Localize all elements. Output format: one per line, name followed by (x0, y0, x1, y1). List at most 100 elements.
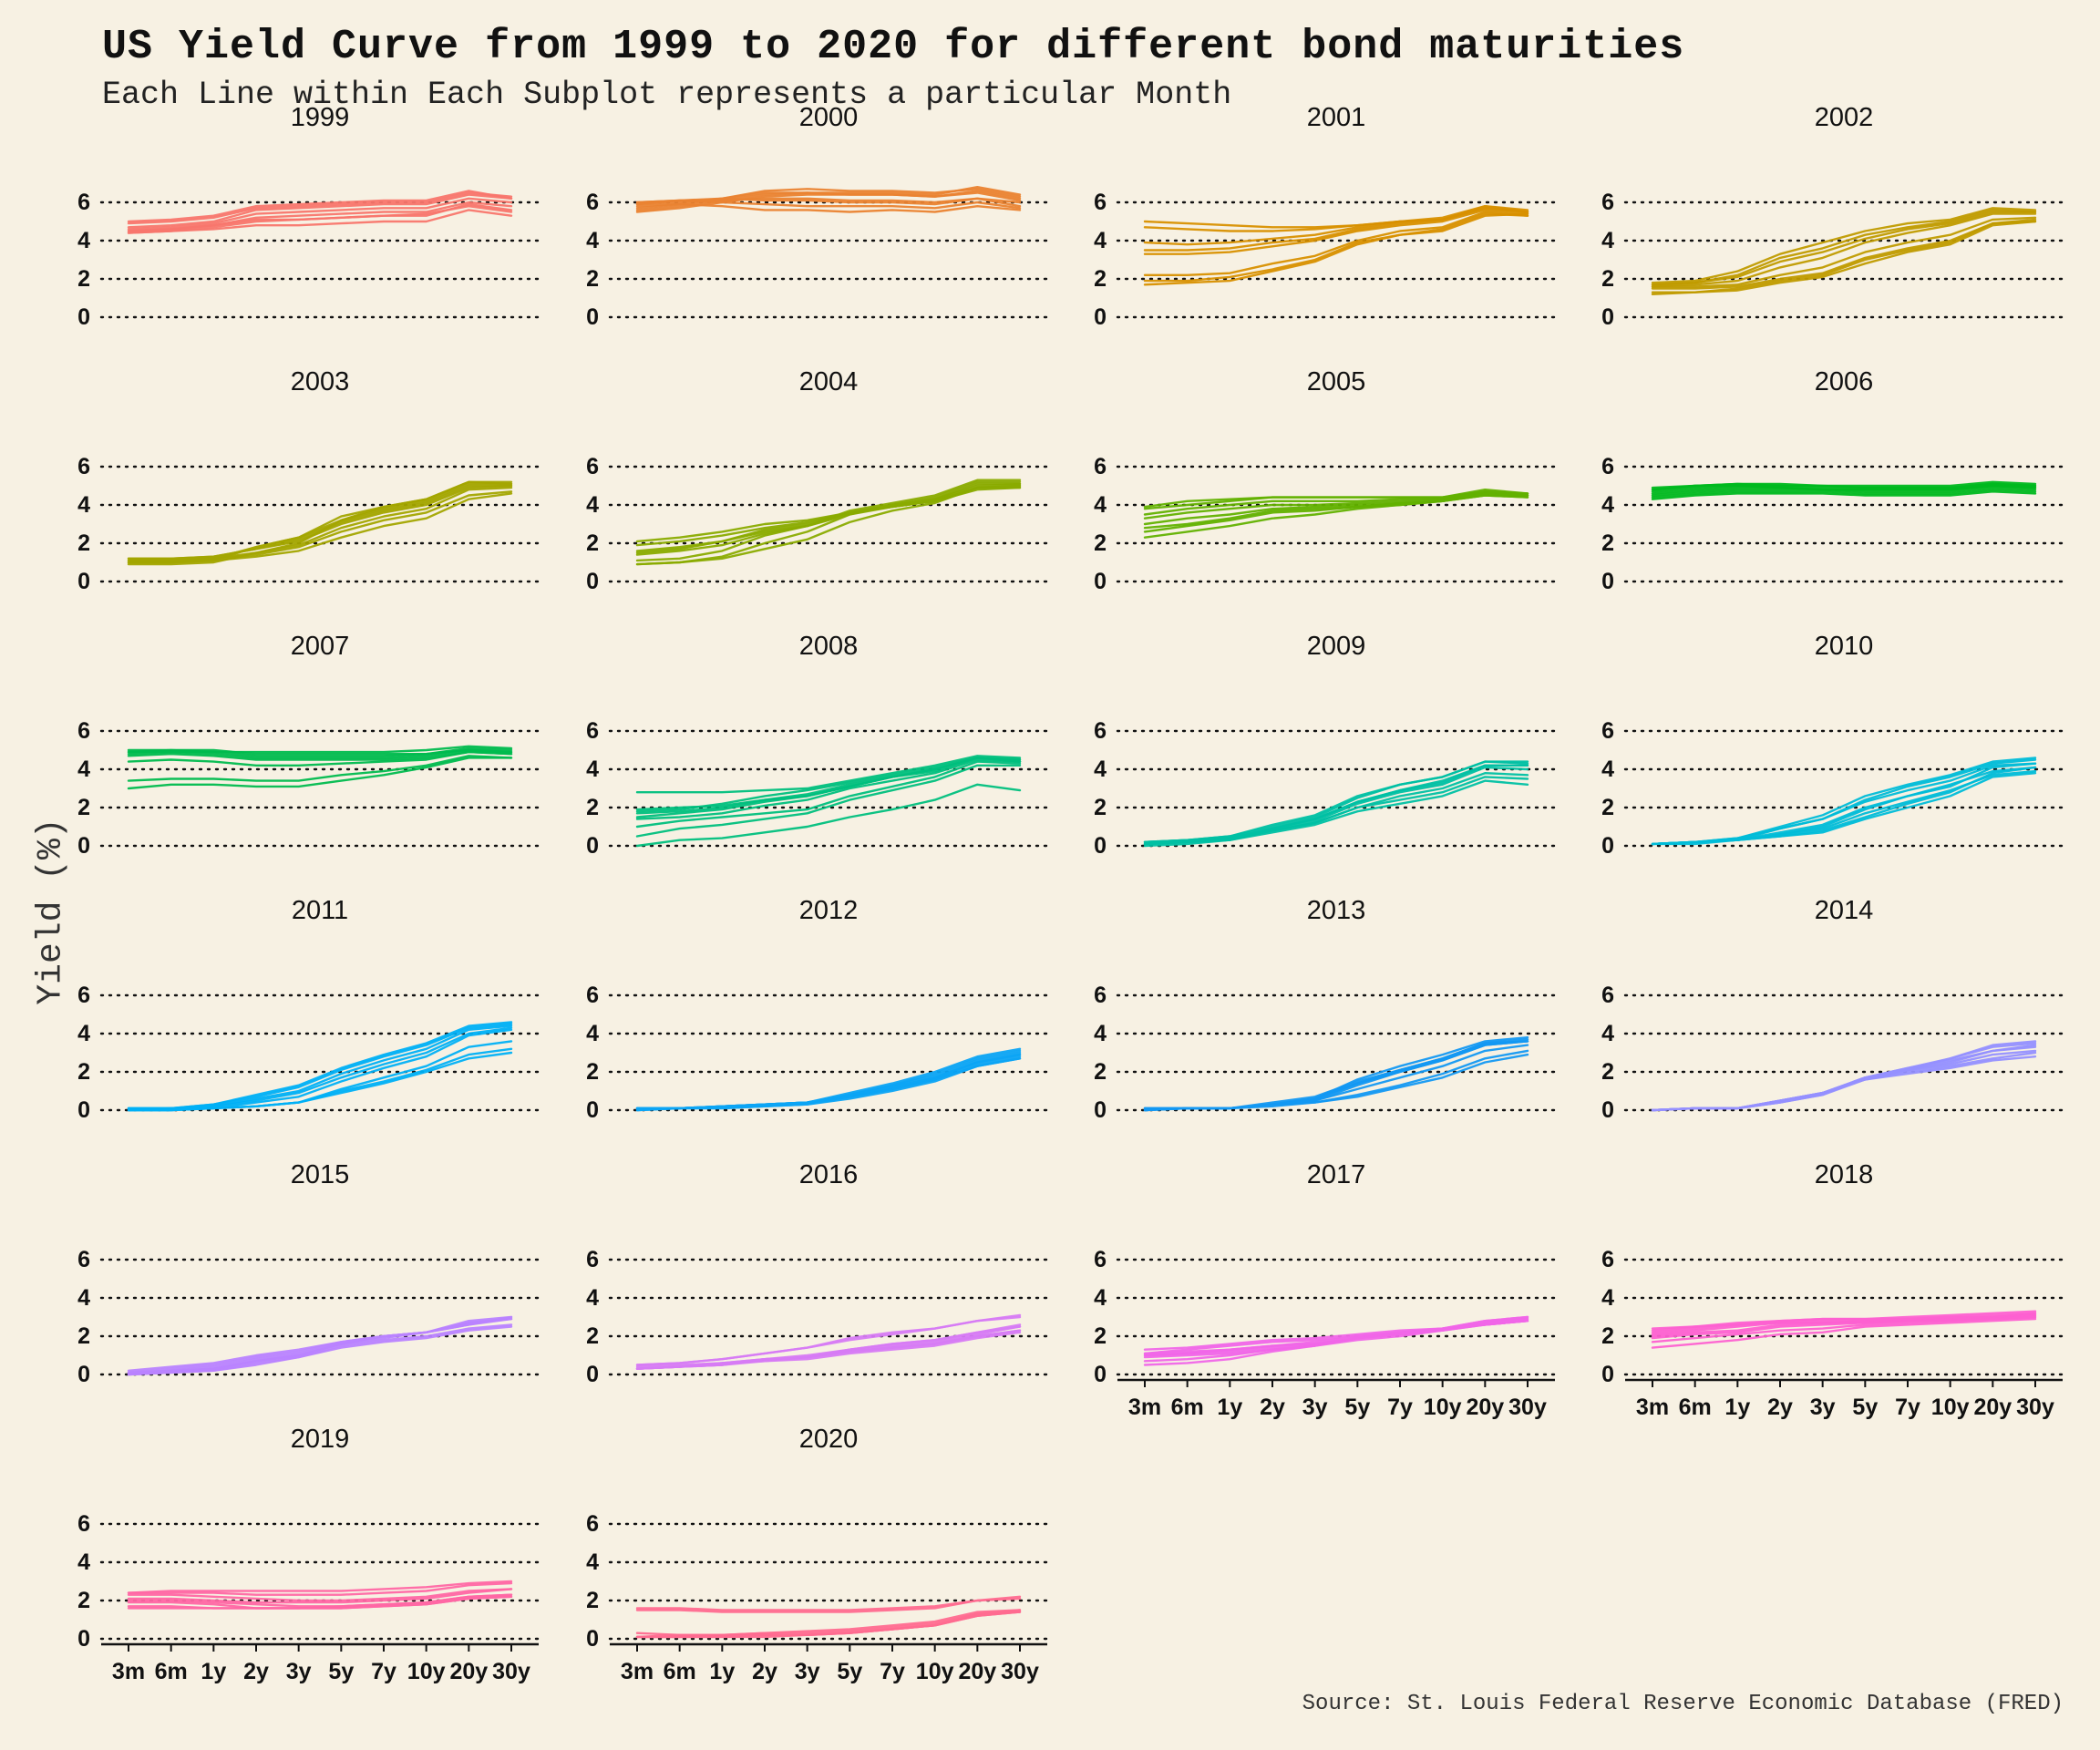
series-line (127, 1047, 513, 1112)
series-line (635, 480, 1022, 566)
y-tick-label: 6 (1094, 454, 1107, 479)
x-tick-label: 5y (837, 1659, 862, 1684)
y-tick-label: 6 (1601, 983, 1614, 1008)
y-tick-label: 2 (77, 530, 90, 556)
facet-title: 2004 (799, 367, 859, 396)
y-tick-label: 6 (1094, 190, 1107, 215)
series-line (127, 1588, 513, 1604)
series-line (127, 745, 513, 754)
x-tick-label: 20y (1973, 1395, 2012, 1420)
y-tick-label: 6 (1601, 190, 1614, 215)
series-line (1143, 760, 1529, 843)
facet-title: 2020 (799, 1425, 859, 1454)
chart-title: US Yield Curve from 1999 to 2020 for dif… (102, 24, 1685, 70)
x-tick-label: 6m (155, 1659, 188, 1684)
y-tick-label: 0 (77, 1362, 90, 1387)
y-tick-label: 2 (1601, 795, 1614, 820)
series-line (127, 1581, 513, 1596)
series-line (635, 486, 1022, 543)
x-tick-label: 1y (709, 1659, 735, 1684)
series-line (1143, 494, 1529, 526)
y-tick-label: 4 (586, 1549, 599, 1575)
x-tick-label: 2y (752, 1659, 777, 1684)
y-tick-label: 0 (586, 833, 599, 859)
y-tick-label: 2 (1094, 530, 1107, 556)
y-tick-label: 4 (77, 1549, 90, 1575)
x-tick-label: 5y (1344, 1395, 1370, 1420)
series-line (635, 1053, 1022, 1112)
series-line (1651, 758, 2037, 846)
facet-panel-2011: 2011 0 2 4 6 (77, 896, 540, 1123)
y-tick-label: 6 (586, 983, 599, 1008)
y-tick-label: 6 (1601, 718, 1614, 744)
y-tick-label: 4 (77, 228, 90, 253)
y-tick-label: 4 (77, 757, 90, 782)
x-tick-label: 2y (1767, 1395, 1793, 1420)
y-tick-label: 4 (586, 757, 599, 782)
series-line (127, 486, 513, 562)
y-tick-label: 6 (1601, 1247, 1614, 1272)
y-tick-label: 0 (1094, 1362, 1107, 1387)
y-tick-label: 4 (1094, 1285, 1107, 1311)
y-tick-label: 6 (77, 1511, 90, 1537)
series-line (1651, 1317, 2037, 1349)
facet-title: 2006 (1815, 367, 1874, 396)
series-line (1651, 207, 2037, 284)
series-line (127, 190, 513, 223)
series-line (635, 185, 1022, 211)
series-line (635, 1313, 1022, 1366)
series-line (1143, 212, 1529, 283)
x-tick-label: 3m (112, 1659, 145, 1684)
y-tick-label: 6 (1601, 454, 1614, 479)
y-tick-label: 0 (77, 1626, 90, 1652)
y-tick-label: 4 (586, 492, 599, 518)
series-line (635, 758, 1022, 820)
y-tick-label: 0 (1094, 1097, 1107, 1123)
x-tick-label: 10y (916, 1659, 954, 1684)
series-line (635, 757, 1022, 818)
y-tick-label: 2 (1601, 266, 1614, 292)
series-line (1651, 212, 2037, 288)
x-tick-label: 3m (1128, 1395, 1161, 1420)
series-line (1651, 490, 2037, 500)
x-tick-label: 30y (492, 1659, 530, 1684)
series-line (1143, 766, 1529, 848)
facet-panel-2013: 2013 0 2 4 6 (1094, 896, 1557, 1123)
x-tick-label: 20y (449, 1659, 488, 1684)
facet-panel-2020: 2020 0 2 4 6 3m 6m 1y 2y 3y 5y 7y 10y 20y 30y (586, 1425, 1049, 1684)
facet-panel-2000: 2000 0 2 4 6 (586, 103, 1049, 330)
y-tick-label: 0 (586, 1626, 599, 1652)
y-tick-label: 4 (1601, 1021, 1614, 1046)
y-tick-label: 2 (1094, 795, 1107, 820)
y-tick-label: 0 (586, 1362, 599, 1387)
series-line (1651, 209, 2037, 286)
y-tick-label: 4 (1094, 1021, 1107, 1046)
x-tick-label: 20y (1466, 1395, 1504, 1420)
facet-title: 2011 (292, 896, 348, 925)
series-line (635, 202, 1022, 213)
series-line (635, 760, 1022, 829)
y-tick-label: 2 (586, 530, 599, 556)
x-tick-label: 10y (407, 1659, 446, 1684)
y-tick-label: 6 (1094, 718, 1107, 744)
x-tick-label: 3m (621, 1659, 654, 1684)
facet-title: 2010 (1815, 632, 1874, 661)
y-tick-label: 0 (586, 304, 599, 330)
y-tick-label: 2 (1601, 530, 1614, 556)
series-line (1651, 762, 2037, 846)
series-line (1143, 490, 1529, 509)
x-tick-label: 5y (328, 1659, 354, 1684)
series-line (1143, 207, 1529, 252)
y-tick-label: 4 (1601, 1285, 1614, 1311)
y-tick-label: 0 (77, 304, 90, 330)
y-tick-label: 2 (586, 1323, 599, 1349)
x-tick-label: 30y (2016, 1395, 2054, 1420)
x-tick-label: 6m (1679, 1395, 1712, 1420)
x-tick-label: 10y (1931, 1395, 1970, 1420)
series-line (635, 1325, 1022, 1368)
facet-panel-2004: 2004 0 2 4 6 (586, 367, 1049, 594)
series-line (127, 204, 513, 232)
series-line (1143, 209, 1529, 255)
series-line (1651, 1315, 2037, 1330)
source-caption: Source: St. Louis Federal Reserve Econom… (1302, 1692, 2064, 1716)
